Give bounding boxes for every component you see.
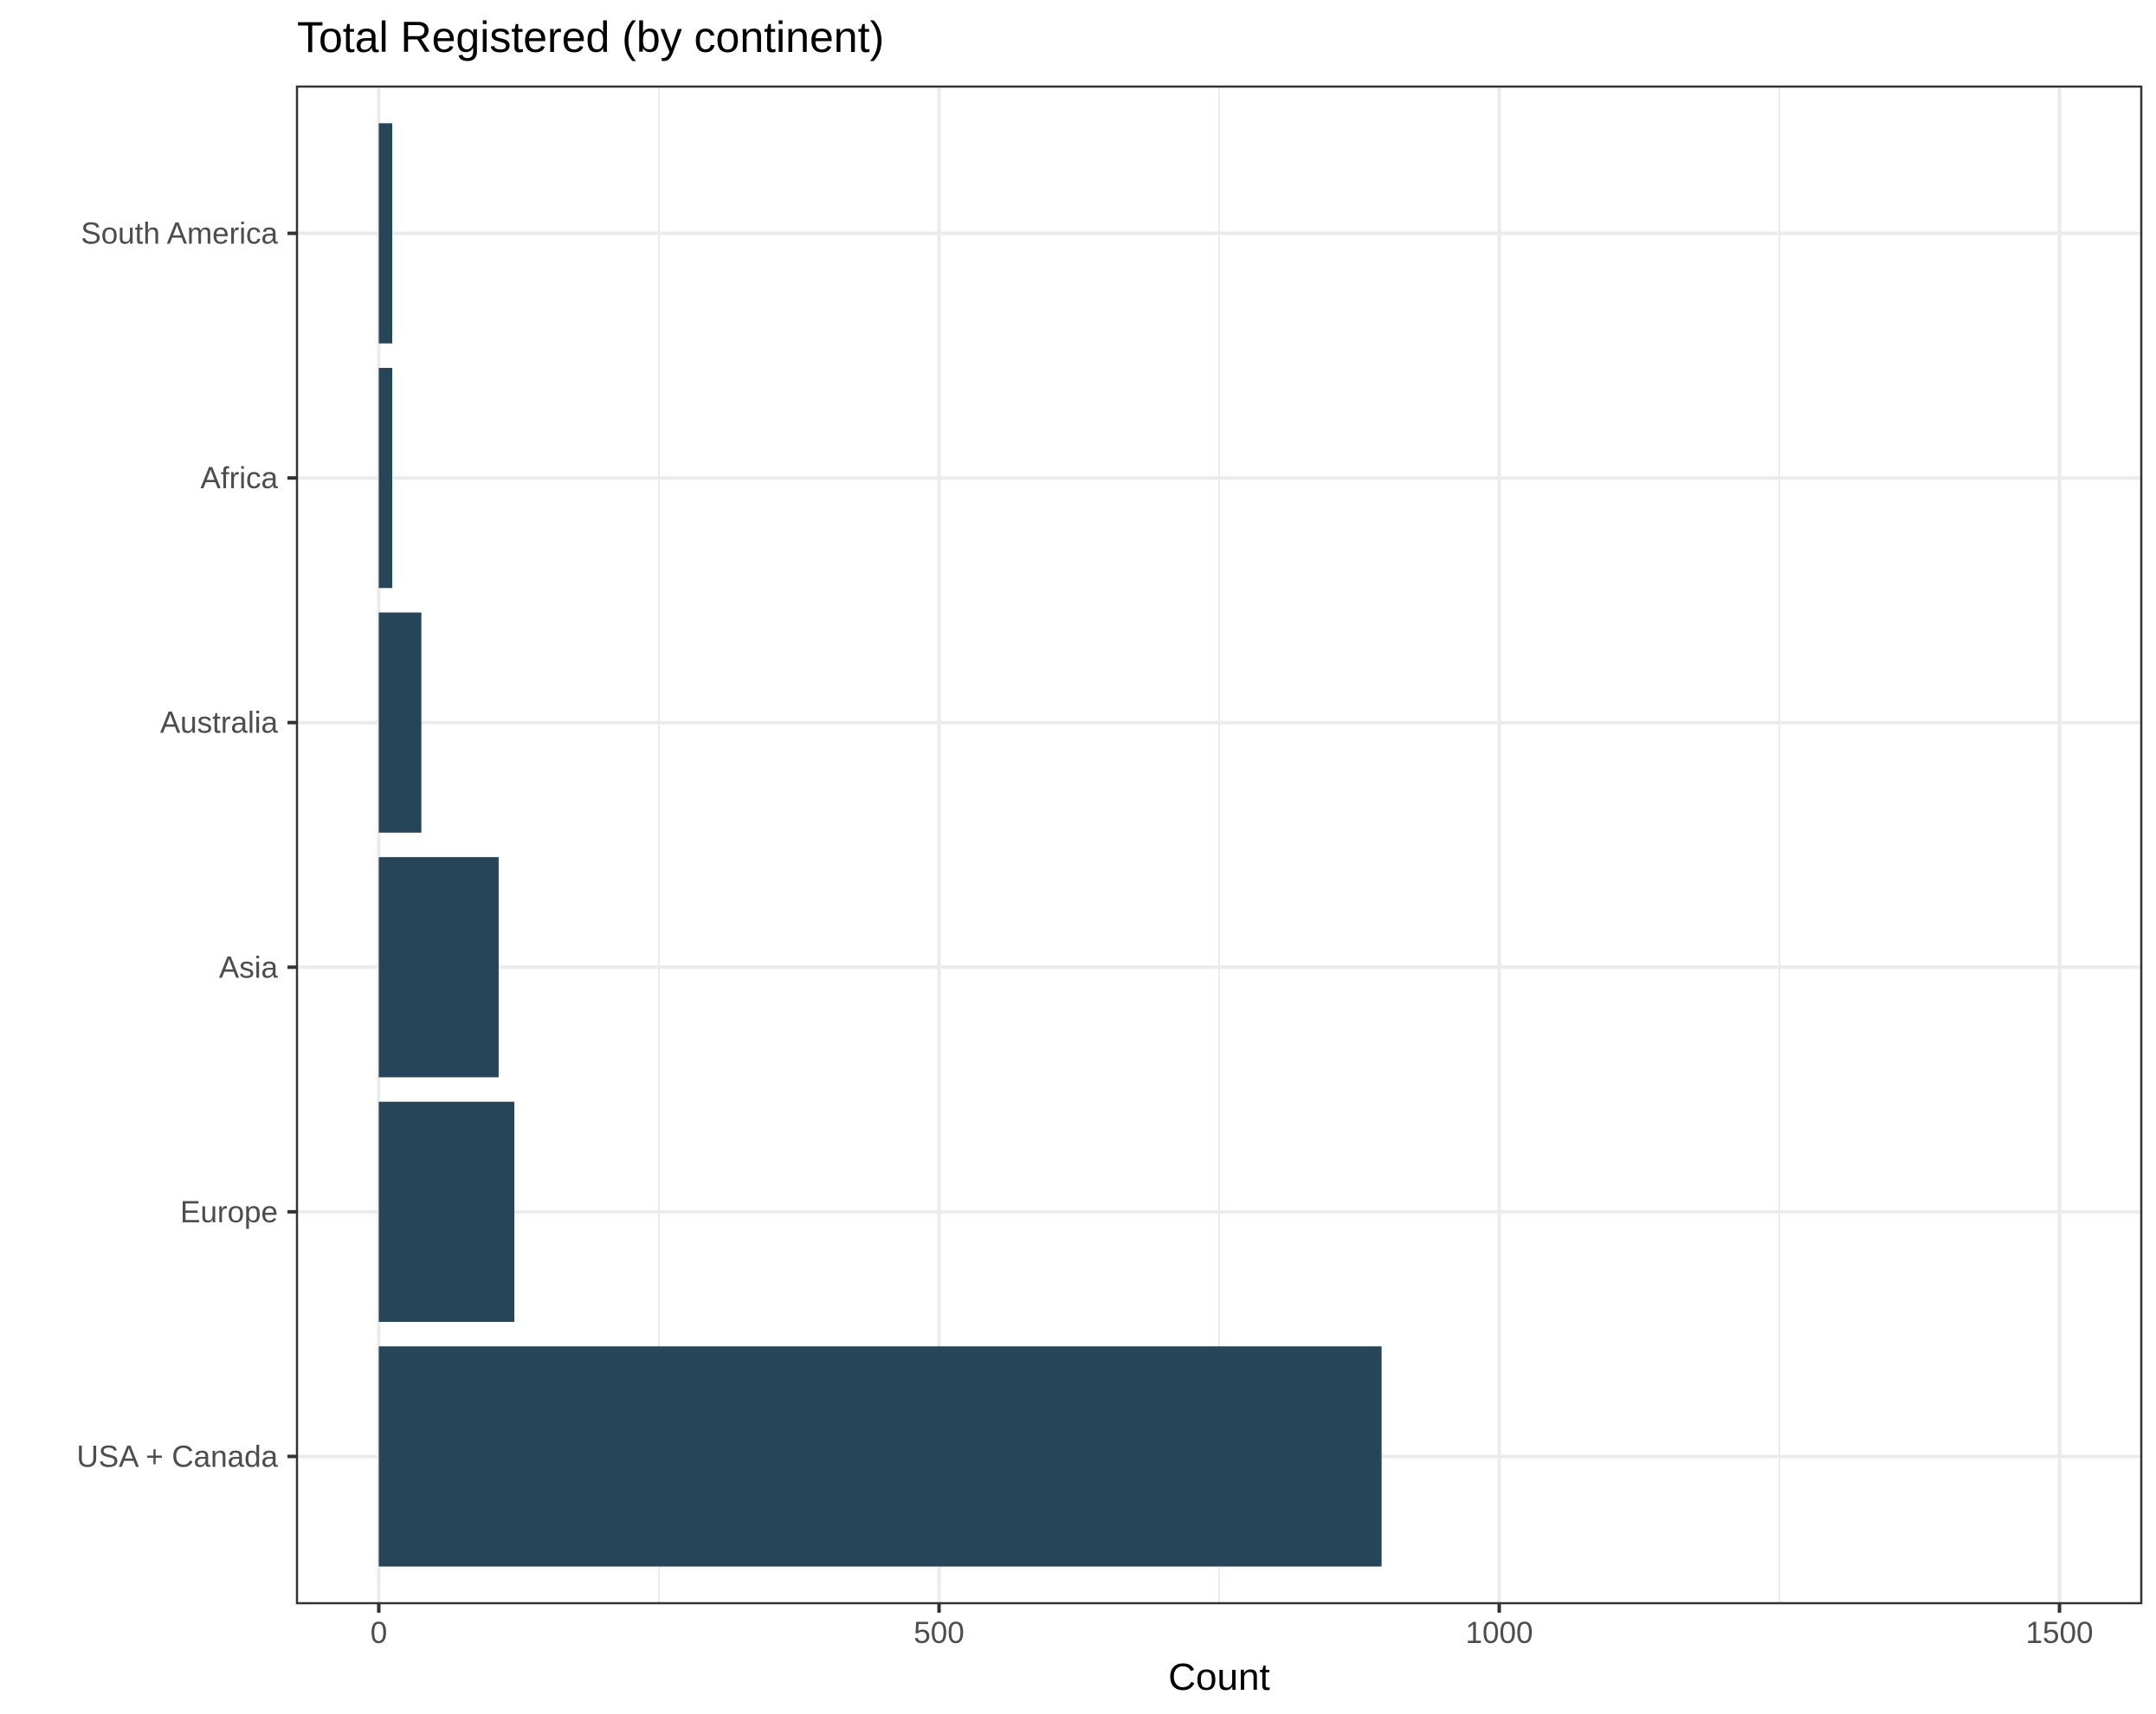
y-tick-label: Asia	[219, 950, 279, 984]
bars	[378, 123, 1382, 1567]
chart-title: Total Registered (by continent)	[297, 13, 884, 61]
bar-africa	[378, 367, 392, 589]
plot-panel-border	[295, 85, 2143, 1605]
x-tick-label: 1500	[2026, 1616, 2094, 1650]
y-axis: USA + Canada Europe Asia Australia Africa Sou…	[76, 217, 297, 1473]
y-tick-label: Africa	[201, 461, 279, 495]
x-axis-title: Count	[1168, 1656, 1269, 1698]
y-tick-label: USA + Canada	[76, 1440, 278, 1473]
y-tick-label: Australia	[160, 706, 279, 740]
x-tick-label: 500	[913, 1616, 964, 1650]
bar-australia	[378, 612, 422, 833]
bar-asia	[378, 857, 499, 1078]
x-axis: 0 500 1000 1500	[371, 1603, 2094, 1650]
x-tick-label: 0	[371, 1616, 387, 1650]
bar-europe	[378, 1101, 515, 1323]
bar-south-america	[378, 123, 392, 344]
x-tick-label: 1000	[1466, 1616, 1533, 1650]
y-tick-label: South America	[81, 217, 278, 251]
bar-usa-canada	[378, 1346, 1382, 1567]
grid-lines	[297, 87, 2141, 1603]
y-tick-label: Europe	[180, 1195, 278, 1229]
